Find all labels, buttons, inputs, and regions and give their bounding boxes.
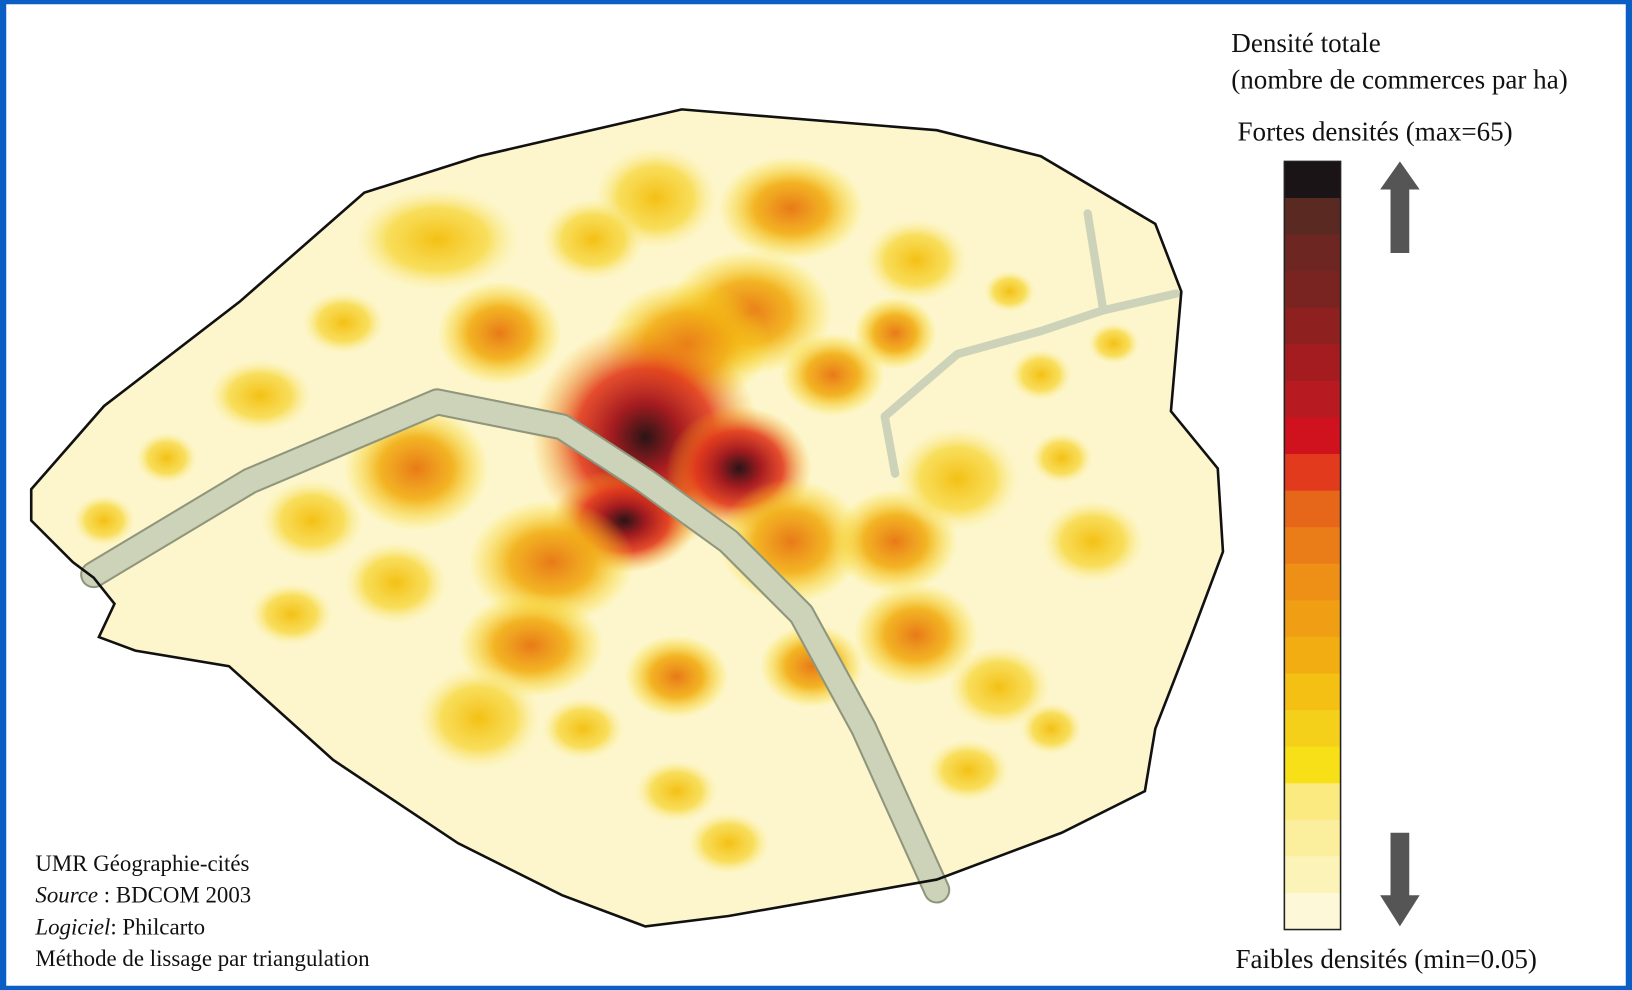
- density-peak: [72, 494, 136, 547]
- density-peak: [1020, 702, 1083, 755]
- density-peak: [983, 270, 1036, 313]
- density-peak: [853, 582, 979, 688]
- ramp-band: [1284, 161, 1341, 199]
- legend-subtitle: (nombre de commerces par ha): [1231, 65, 1567, 95]
- ramp-band: [1284, 454, 1341, 492]
- credit-source-label: Source: [35, 882, 98, 907]
- density-peak: [541, 197, 646, 282]
- ramp-band: [1284, 197, 1341, 236]
- seine-river: [80, 209, 1181, 904]
- legend-high-label: Fortes densités (max=65): [1238, 117, 1513, 147]
- credit-source: Source : BDCOM 2003: [35, 882, 251, 907]
- density-peak: [624, 634, 729, 719]
- ramp-band: [1284, 892, 1341, 931]
- ramp-band: [1284, 600, 1341, 638]
- ramp-band: [1284, 856, 1341, 894]
- density-peak: [718, 156, 864, 261]
- ramp-band: [1284, 307, 1341, 345]
- ramp-band: [1284, 234, 1341, 272]
- legend-title: Densité totale: [1231, 28, 1380, 58]
- density-peak: [135, 432, 198, 485]
- paris-outline: [29, 108, 1225, 928]
- density-peak: [260, 478, 365, 563]
- ramp-band: [1284, 527, 1341, 565]
- density-peak: [416, 666, 542, 771]
- arrow-up: [1380, 161, 1420, 254]
- credit-software-text: : Philcarto: [110, 915, 205, 940]
- density-peak: [353, 187, 521, 292]
- density-peak: [1087, 322, 1140, 365]
- density-peak: [343, 541, 448, 625]
- ramp-band: [1284, 417, 1341, 455]
- ramp-band: [1284, 271, 1341, 309]
- density-surface: [72, 145, 1145, 875]
- ramp-band: [1284, 783, 1341, 821]
- density-peak: [780, 333, 885, 417]
- density-peak: [947, 645, 1052, 729]
- ramp-band: [1284, 490, 1341, 528]
- credit-org: UMR Géographie-cités: [35, 851, 249, 876]
- arrow-down: [1380, 832, 1420, 927]
- legend-low-label: Faibles densités (min=0.05): [1235, 944, 1536, 974]
- density-peak: [468, 499, 635, 625]
- ramp-band: [1284, 636, 1341, 675]
- ramp-band: [1284, 746, 1341, 784]
- density-peak: [634, 759, 719, 823]
- density-peak: [1030, 432, 1093, 485]
- credit-software-label: Logiciel: [34, 915, 110, 940]
- credit-method: Méthode de lissage par triangulation: [35, 946, 370, 971]
- ramp-band: [1284, 710, 1341, 748]
- color-ramp: [1284, 161, 1341, 931]
- ramp-band: [1284, 344, 1341, 382]
- density-peak: [863, 218, 968, 302]
- density-peak: [208, 359, 313, 433]
- ramp-band: [1284, 380, 1341, 418]
- ramp-band: [1284, 563, 1341, 601]
- density-peak: [895, 426, 1020, 531]
- density-peak: [301, 291, 386, 354]
- ramp-band: [1284, 673, 1341, 711]
- density-peak: [437, 281, 563, 386]
- credit-software: Logiciel: Philcarto: [34, 915, 205, 940]
- density-peak: [541, 697, 625, 760]
- density-peak: [1009, 348, 1073, 401]
- density-peak: [1040, 499, 1145, 583]
- density-peak: [249, 582, 334, 646]
- credit-source-text: : BDCOM 2003: [98, 882, 251, 907]
- ramp-frame: [1283, 160, 1342, 931]
- ramp-band: [1284, 819, 1341, 857]
- density-peak: [686, 811, 771, 875]
- density-peak: [926, 739, 1010, 802]
